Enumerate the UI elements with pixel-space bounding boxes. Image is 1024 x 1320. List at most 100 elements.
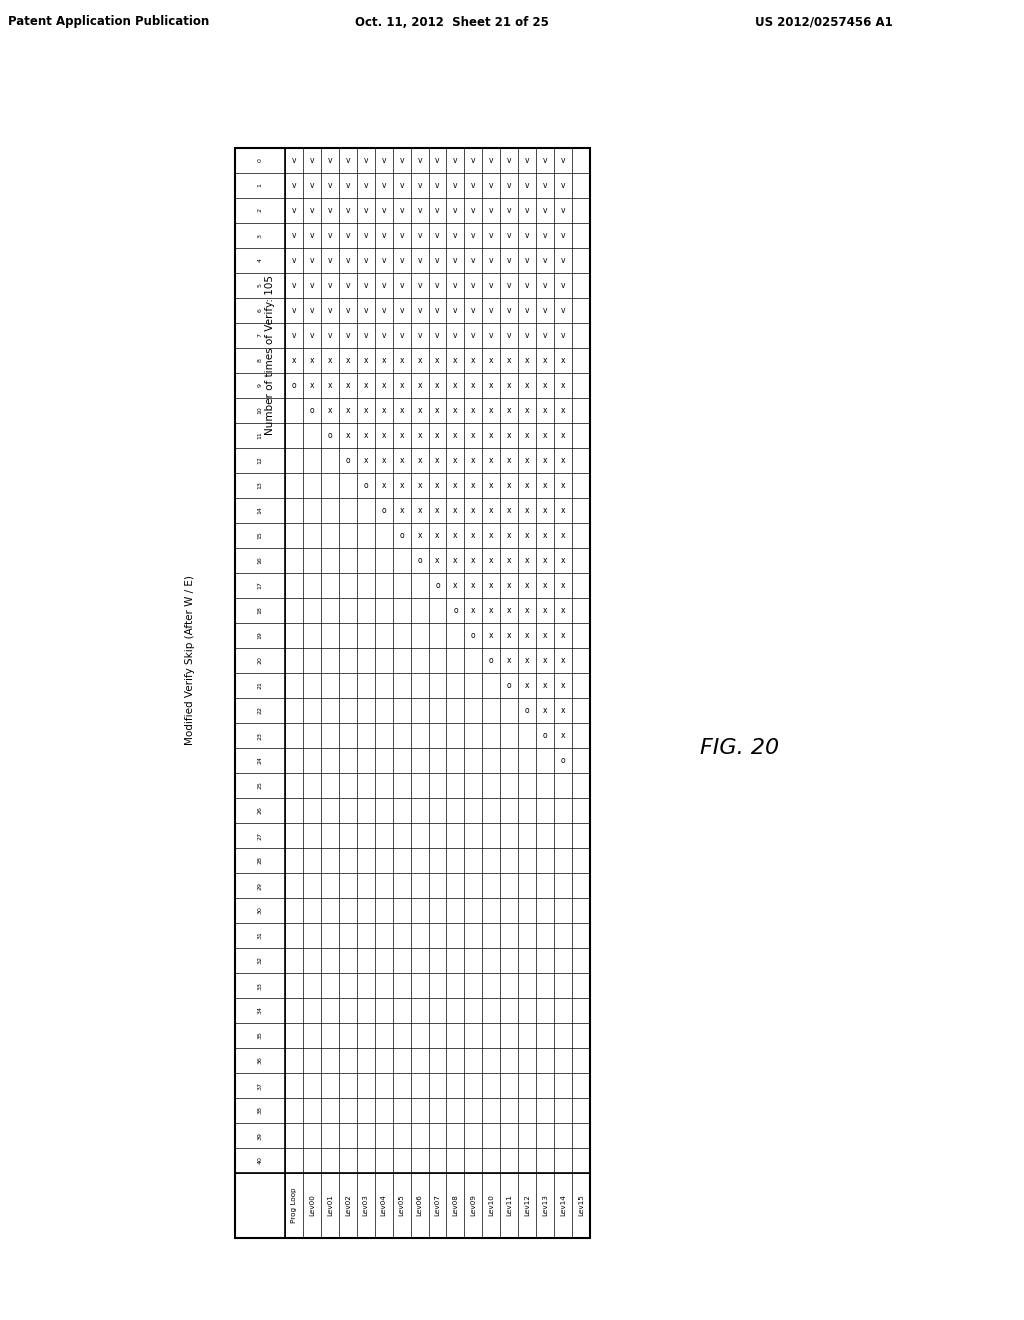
Text: v: v bbox=[292, 331, 296, 341]
Text: x: x bbox=[418, 455, 422, 465]
Text: x: x bbox=[561, 506, 565, 515]
Text: v: v bbox=[328, 256, 332, 265]
Text: x: x bbox=[364, 407, 368, 414]
Text: x: x bbox=[454, 506, 458, 515]
Text: 24: 24 bbox=[257, 756, 262, 764]
Text: v: v bbox=[525, 206, 529, 215]
Text: v: v bbox=[345, 156, 350, 165]
Text: v: v bbox=[489, 206, 494, 215]
Text: 15: 15 bbox=[257, 532, 262, 540]
Text: v: v bbox=[454, 306, 458, 315]
Text: Prog Loop: Prog Loop bbox=[291, 1188, 297, 1224]
Text: v: v bbox=[345, 256, 350, 265]
Text: v: v bbox=[507, 231, 512, 240]
Text: v: v bbox=[364, 156, 368, 165]
Text: x: x bbox=[471, 455, 475, 465]
Text: x: x bbox=[418, 432, 422, 440]
Text: o: o bbox=[399, 531, 403, 540]
Text: x: x bbox=[507, 506, 512, 515]
Text: o: o bbox=[471, 631, 476, 640]
Text: 1: 1 bbox=[257, 183, 262, 187]
Text: x: x bbox=[489, 455, 494, 465]
Text: o: o bbox=[525, 706, 529, 715]
Text: x: x bbox=[454, 455, 458, 465]
Text: v: v bbox=[454, 331, 458, 341]
Text: v: v bbox=[525, 331, 529, 341]
Text: x: x bbox=[561, 606, 565, 615]
Text: x: x bbox=[471, 480, 475, 490]
Text: Lev08: Lev08 bbox=[453, 1195, 459, 1217]
Text: x: x bbox=[435, 455, 439, 465]
Text: v: v bbox=[454, 206, 458, 215]
Text: o: o bbox=[454, 606, 458, 615]
Text: v: v bbox=[399, 206, 403, 215]
Text: v: v bbox=[435, 156, 439, 165]
Text: v: v bbox=[435, 256, 439, 265]
Text: x: x bbox=[418, 381, 422, 389]
Text: x: x bbox=[364, 356, 368, 366]
Text: x: x bbox=[507, 455, 512, 465]
Text: x: x bbox=[507, 531, 512, 540]
Text: v: v bbox=[292, 306, 296, 315]
Text: v: v bbox=[454, 231, 458, 240]
Text: x: x bbox=[454, 381, 458, 389]
Text: v: v bbox=[328, 181, 332, 190]
Text: x: x bbox=[399, 432, 403, 440]
Text: v: v bbox=[543, 206, 548, 215]
Text: x: x bbox=[489, 581, 494, 590]
Text: v: v bbox=[543, 231, 548, 240]
Text: 23: 23 bbox=[257, 731, 262, 739]
Text: v: v bbox=[435, 231, 439, 240]
Text: v: v bbox=[328, 206, 332, 215]
Text: x: x bbox=[489, 432, 494, 440]
Text: v: v bbox=[328, 231, 332, 240]
Text: x: x bbox=[561, 556, 565, 565]
Text: v: v bbox=[399, 281, 403, 290]
Text: v: v bbox=[471, 281, 475, 290]
Text: v: v bbox=[561, 206, 565, 215]
Text: v: v bbox=[292, 281, 296, 290]
Text: v: v bbox=[561, 256, 565, 265]
Text: v: v bbox=[399, 331, 403, 341]
Text: x: x bbox=[561, 631, 565, 640]
Text: v: v bbox=[418, 331, 422, 341]
Text: o: o bbox=[435, 581, 440, 590]
Text: v: v bbox=[328, 331, 332, 341]
Text: v: v bbox=[471, 256, 475, 265]
Text: x: x bbox=[309, 381, 314, 389]
Text: x: x bbox=[381, 381, 386, 389]
Text: 7: 7 bbox=[257, 334, 262, 338]
Text: v: v bbox=[435, 206, 439, 215]
Text: x: x bbox=[381, 356, 386, 366]
Text: 20: 20 bbox=[257, 656, 262, 664]
Text: Lev09: Lev09 bbox=[470, 1195, 476, 1217]
Text: v: v bbox=[561, 281, 565, 290]
Text: x: x bbox=[561, 656, 565, 665]
Text: x: x bbox=[525, 432, 529, 440]
Text: Lev04: Lev04 bbox=[381, 1195, 387, 1217]
Text: Lev14: Lev14 bbox=[560, 1195, 566, 1217]
Text: x: x bbox=[507, 581, 512, 590]
Text: v: v bbox=[345, 231, 350, 240]
Text: 5: 5 bbox=[257, 284, 262, 288]
Text: x: x bbox=[345, 356, 350, 366]
Text: v: v bbox=[507, 206, 512, 215]
Text: v: v bbox=[292, 206, 296, 215]
Text: x: x bbox=[543, 606, 548, 615]
Text: 25: 25 bbox=[257, 781, 262, 789]
Text: x: x bbox=[525, 656, 529, 665]
Text: v: v bbox=[399, 156, 403, 165]
Text: v: v bbox=[507, 256, 512, 265]
Text: 27: 27 bbox=[257, 832, 262, 840]
Text: v: v bbox=[418, 231, 422, 240]
Text: x: x bbox=[507, 480, 512, 490]
Text: x: x bbox=[328, 407, 332, 414]
Text: o: o bbox=[381, 506, 386, 515]
Text: v: v bbox=[489, 231, 494, 240]
Text: v: v bbox=[561, 181, 565, 190]
Text: Oct. 11, 2012  Sheet 21 of 25: Oct. 11, 2012 Sheet 21 of 25 bbox=[355, 16, 549, 29]
Text: 17: 17 bbox=[257, 582, 262, 590]
Text: 38: 38 bbox=[257, 1106, 262, 1114]
Text: v: v bbox=[292, 156, 296, 165]
Text: x: x bbox=[543, 506, 548, 515]
